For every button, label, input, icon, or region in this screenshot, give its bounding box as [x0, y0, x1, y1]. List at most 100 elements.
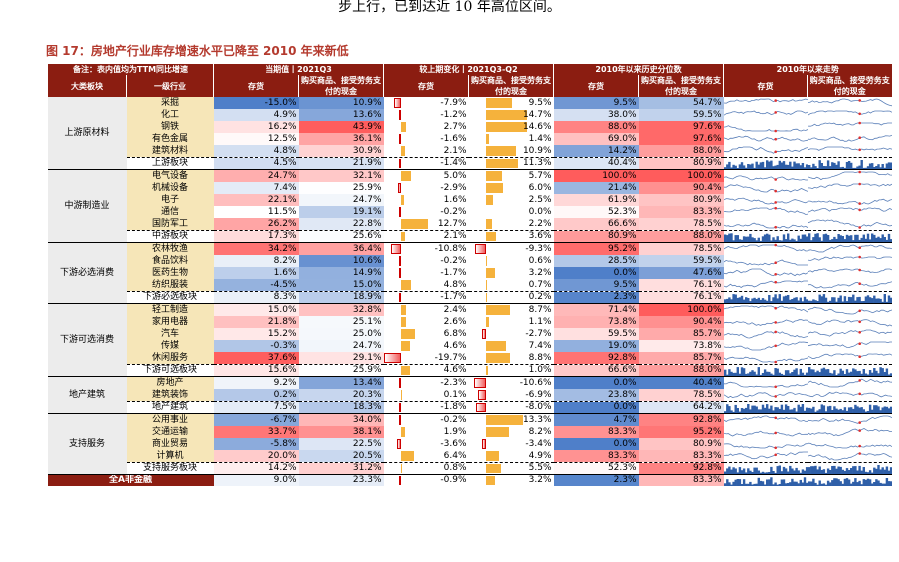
trend-bar [780, 240, 783, 242]
change-bar [400, 427, 405, 437]
trend-cash [807, 182, 892, 194]
trend-line-sparkline [807, 378, 892, 388]
trend-bar [807, 233, 810, 242]
trend-line-sparkline [723, 392, 808, 399]
change-value: 14.7% [522, 109, 552, 120]
trend-line-sparkline [807, 353, 892, 360]
trend-bar [843, 374, 846, 376]
table-row: 有色金属 12.5% 36.1% -1.6% 1.4% 69.0% 97.6% [48, 133, 892, 145]
trend-bar [746, 164, 750, 169]
change-bar [400, 341, 411, 351]
trend-point [857, 429, 861, 432]
trend-cash [807, 133, 892, 145]
trend-line-sparkline [723, 206, 808, 215]
trend-bar [784, 468, 787, 474]
trend-bar [828, 405, 831, 413]
trend-bar [790, 166, 794, 169]
trend-line [807, 442, 892, 449]
change-bar [477, 390, 486, 400]
change-inventory: -1.2% [384, 109, 469, 121]
trend-inventory [723, 133, 808, 145]
trend-bar [734, 468, 737, 474]
percentile-cash: 78.5% [638, 389, 724, 402]
trend-line-sparkline [807, 219, 892, 229]
percentile-cash: 78.5% [638, 218, 724, 231]
trend-cash [807, 462, 892, 475]
change-value: -1.6% [440, 133, 467, 144]
trend-line [723, 268, 808, 277]
table-row: 纺织服装 -4.5% 15.0% 4.8% 0.7% 9.5% 76.1% [48, 279, 892, 292]
change-value: 13.3% [522, 414, 552, 425]
change-inventory: 0.8% [383, 462, 469, 475]
trend-bar [813, 411, 817, 413]
trend-bar [868, 404, 871, 413]
trend-line-sparkline [723, 184, 808, 193]
trend-area-sparkline [723, 233, 808, 242]
trend-area-sparkline [723, 367, 808, 376]
trend-bar [755, 483, 758, 486]
industry-name: 建筑材料 [126, 145, 214, 158]
trend-inventory [723, 109, 808, 121]
trend-bar [824, 411, 827, 413]
change-value: -0.2% [440, 414, 467, 425]
change-cash: -10.6% [469, 377, 554, 390]
trend-bar [830, 297, 834, 303]
trend-bar [866, 166, 869, 169]
trend-bar [889, 373, 892, 376]
change-bar [398, 415, 401, 425]
trend-bar [780, 162, 783, 169]
trend-bar [839, 368, 842, 376]
header-industry: 一级行业 [126, 75, 214, 97]
trend-bar [878, 482, 882, 486]
trend-bar [870, 298, 873, 303]
trend-bar [824, 233, 827, 242]
current-cash: 14.9% [298, 267, 384, 279]
table-row: 医药生物 1.6% 14.9% -1.7% 3.2% 0.0% 47.6% [48, 267, 892, 279]
intro-text: 步上行，已到达近 10 年高位区间。 [338, 0, 561, 15]
trend-bar [872, 234, 876, 242]
trend-bar [815, 469, 819, 474]
trend-line-sparkline [807, 428, 892, 437]
change-inventory: 0.1% [384, 389, 469, 402]
change-bar [485, 415, 524, 425]
trend-bar [784, 164, 787, 169]
change-cash: 7.4% [469, 340, 554, 352]
trend-point [773, 330, 777, 334]
change-cash: 3.6% [468, 230, 554, 243]
trend-bar [792, 297, 796, 303]
trend-bar [845, 301, 848, 303]
trend-bar [771, 166, 775, 169]
trend-bar [820, 470, 823, 474]
change-value: 1.4% [528, 133, 552, 144]
trend-bar [815, 370, 819, 376]
percentile-cash: 76.1% [638, 291, 724, 304]
trend-point [773, 431, 777, 435]
change-cash: 3.2% [469, 475, 554, 487]
trend-bar [723, 369, 726, 376]
trend-bar [738, 479, 741, 486]
current-inventory: 7.4% [213, 182, 299, 194]
trend-bar [771, 374, 775, 376]
trend-line [807, 183, 892, 190]
trend-bar [790, 468, 794, 474]
trend-bar [803, 470, 806, 474]
trend-bar [755, 406, 758, 413]
current-cash: 32.8% [298, 303, 384, 316]
industry-name: 家用电器 [126, 316, 214, 328]
change-inventory: -0.2% [384, 206, 469, 218]
trend-bar [765, 160, 768, 169]
trend-bar [841, 483, 844, 486]
percentile-inventory: 69.0% [553, 133, 639, 145]
trend-line-sparkline [807, 110, 892, 116]
percentile-inventory: 23.8% [553, 389, 639, 402]
trend-bar [727, 466, 731, 474]
trend-bar [757, 470, 760, 474]
change-inventory: -7.9% [384, 97, 469, 109]
percentile-inventory: 83.3% [553, 450, 639, 463]
trend-bar [857, 296, 861, 303]
trend-bar [822, 367, 825, 376]
header-cash: 购买商品、接受劳务支付的现金 [297, 75, 384, 97]
trend-bar [761, 236, 764, 242]
change-bar [398, 293, 401, 302]
trend-bar [752, 483, 756, 486]
